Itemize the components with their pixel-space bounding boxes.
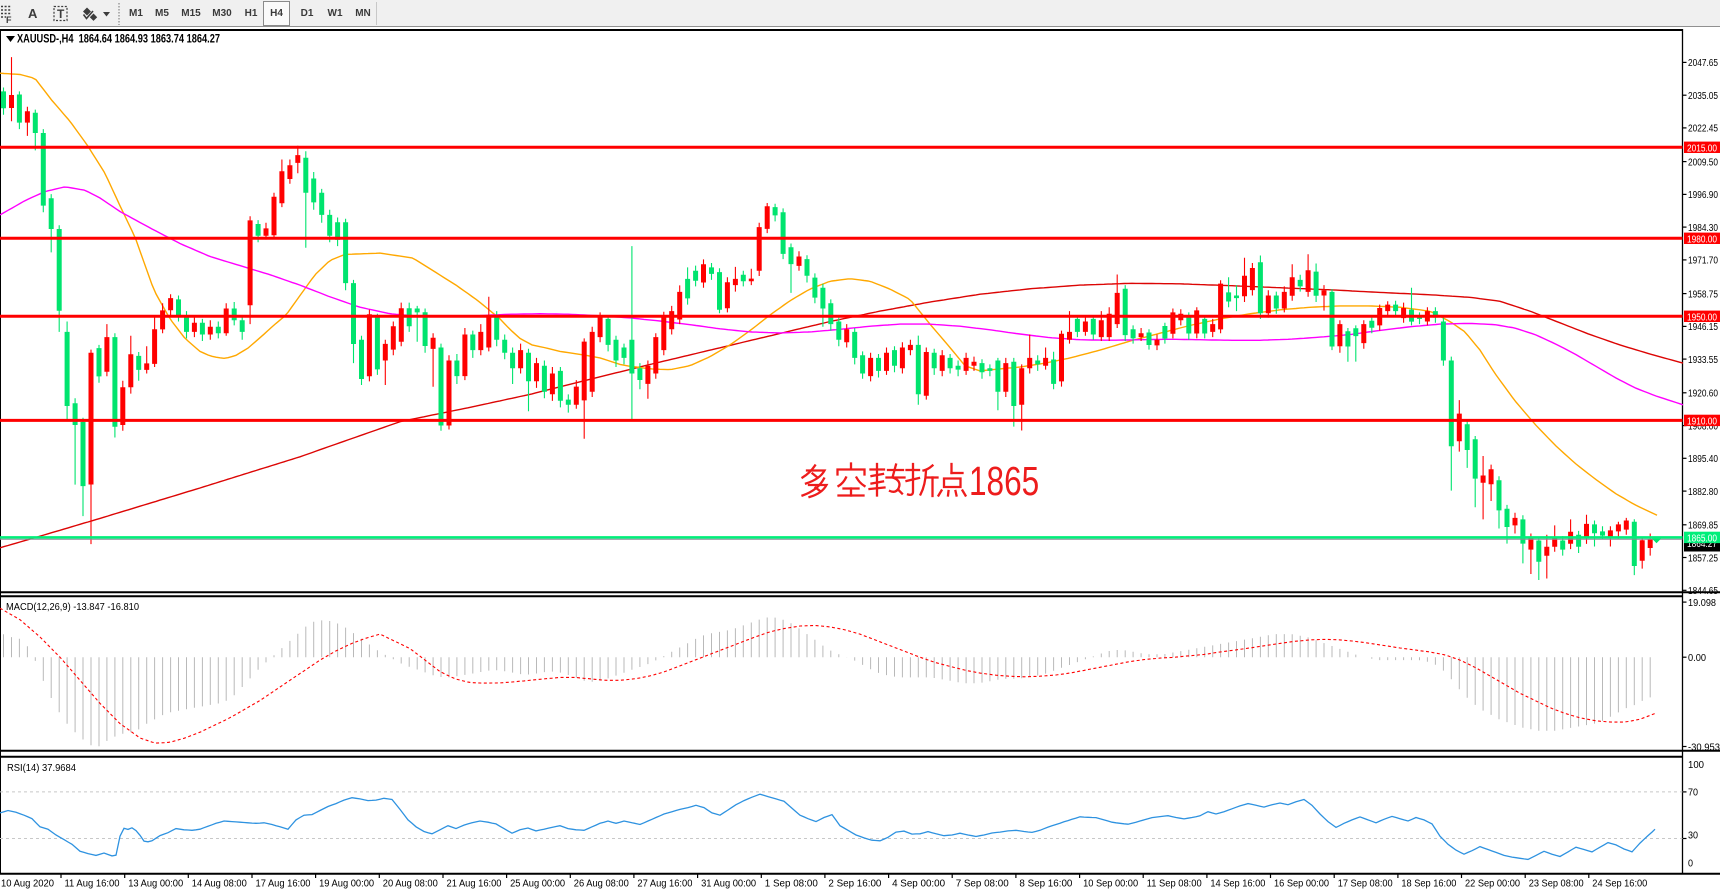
svg-text:2009.50: 2009.50 [1688,157,1718,168]
svg-text:1958.75: 1958.75 [1688,289,1718,300]
svg-text:2022.45: 2022.45 [1688,124,1718,135]
svg-text:22 Sep 00:00: 22 Sep 00:00 [1465,879,1520,890]
svg-text:7 Sep 08:00: 7 Sep 08:00 [956,879,1009,890]
svg-text:RSI(14) 37.9684: RSI(14) 37.9684 [7,763,76,774]
svg-text:XAUUSD-,H4 1864.64 1864.93 18: XAUUSD-,H4 1864.64 1864.93 1863.74 1864.… [17,34,220,46]
svg-text:1984.30: 1984.30 [1688,223,1718,234]
svg-text:25 Aug 00:00: 25 Aug 00:00 [510,879,565,890]
svg-text:MACD(12,26,9) -13.847 -16.810: MACD(12,26,9) -13.847 -16.810 [6,602,139,613]
svg-text:1950.00: 1950.00 [1687,312,1717,323]
svg-text:1910.00: 1910.00 [1687,417,1717,428]
svg-text:2 Sep 16:00: 2 Sep 16:00 [828,879,881,890]
svg-text:11 Aug 16:00: 11 Aug 16:00 [65,879,120,890]
svg-text:10 Sep 00:00: 10 Sep 00:00 [1083,879,1138,890]
svg-text:24 Sep 16:00: 24 Sep 16:00 [1592,879,1647,890]
svg-text:18 Sep 16:00: 18 Sep 16:00 [1401,879,1456,890]
svg-text:26 Aug 08:00: 26 Aug 08:00 [574,879,629,890]
svg-text:1895.40: 1895.40 [1688,454,1718,465]
svg-text:2015.00: 2015.00 [1687,143,1717,154]
svg-text:1971.70: 1971.70 [1688,256,1718,267]
svg-text:14 Sep 16:00: 14 Sep 16:00 [1210,879,1265,890]
svg-text:17 Aug 16:00: 17 Aug 16:00 [256,879,311,890]
svg-text:1908.00: 1908.00 [1688,421,1718,432]
svg-text:13 Aug 00:00: 13 Aug 00:00 [128,879,183,890]
svg-text:27 Aug 16:00: 27 Aug 16:00 [637,879,692,890]
svg-text:1865: 1865 [969,458,1039,504]
svg-text:1857.25: 1857.25 [1688,553,1718,564]
svg-text:20 Aug 08:00: 20 Aug 08:00 [383,879,438,890]
svg-text:1946.15: 1946.15 [1688,322,1718,333]
svg-text:1996.90: 1996.90 [1688,190,1718,201]
svg-text:19 Aug 00:00: 19 Aug 00:00 [319,879,374,890]
svg-text:2035.05: 2035.05 [1688,91,1718,102]
svg-text:23 Sep 08:00: 23 Sep 08:00 [1529,879,1584,890]
svg-text:19.098: 19.098 [1688,598,1716,609]
svg-text:1980.00: 1980.00 [1687,234,1717,245]
svg-text:0: 0 [1688,859,1693,870]
svg-text:70: 70 [1688,788,1698,799]
svg-text:0.00: 0.00 [1688,653,1706,664]
svg-text:1920.60: 1920.60 [1688,389,1718,400]
svg-text:21 Aug 16:00: 21 Aug 16:00 [447,879,502,890]
svg-text:1933.55: 1933.55 [1688,355,1718,366]
svg-text:1864.27: 1864.27 [1687,539,1717,550]
svg-text:17 Sep 08:00: 17 Sep 08:00 [1338,879,1393,890]
svg-text:1 Sep 08:00: 1 Sep 08:00 [765,879,818,890]
svg-text:F: F [6,15,12,25]
svg-text:16 Sep 00:00: 16 Sep 00:00 [1274,879,1329,890]
svg-text:1882.80: 1882.80 [1688,487,1718,498]
svg-text:14 Aug 08:00: 14 Aug 08:00 [192,879,247,890]
svg-text:A: A [28,6,38,21]
svg-text:T: T [57,7,65,21]
svg-text:1869.85: 1869.85 [1688,521,1718,532]
svg-text:11 Sep 08:00: 11 Sep 08:00 [1147,879,1202,890]
svg-text:100: 100 [1688,760,1704,771]
svg-text:30: 30 [1688,831,1698,842]
svg-text:-30.953: -30.953 [1688,742,1720,753]
svg-text:10 Aug 2020: 10 Aug 2020 [1,879,54,890]
svg-text:8 Sep 16:00: 8 Sep 16:00 [1019,879,1072,890]
svg-text:1865.00: 1865.00 [1687,534,1717,545]
svg-text:31 Aug 00:00: 31 Aug 00:00 [701,879,756,890]
svg-text:4 Sep 00:00: 4 Sep 00:00 [892,879,945,890]
svg-text:1844.65: 1844.65 [1688,586,1718,597]
svg-text:2047.65: 2047.65 [1688,58,1718,69]
